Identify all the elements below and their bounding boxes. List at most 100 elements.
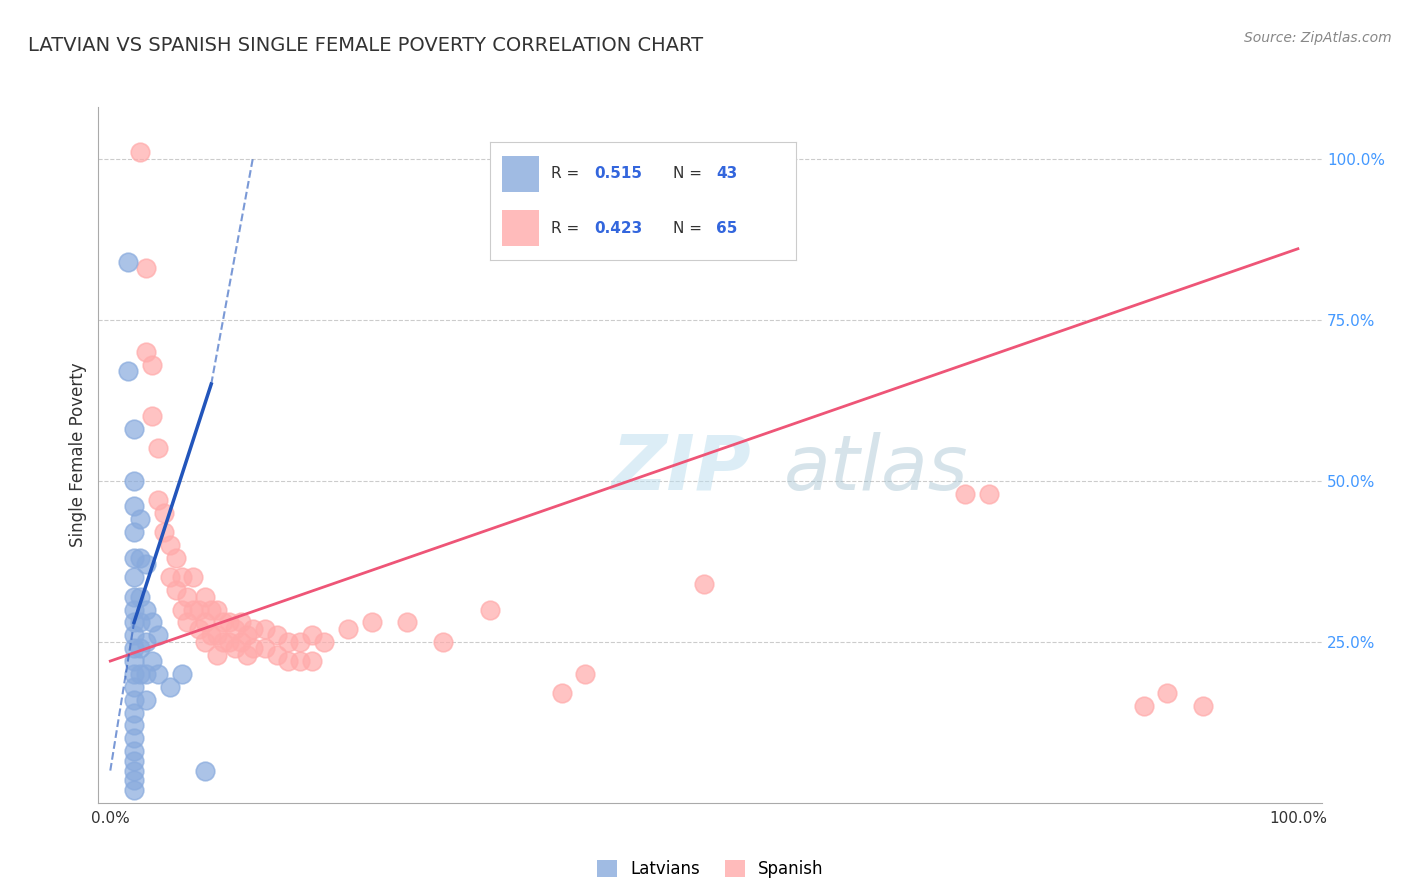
Point	[135, 692, 157, 706]
Text: 43: 43	[716, 166, 737, 181]
Point	[183, 570, 205, 584]
Point	[253, 622, 276, 636]
Point	[122, 680, 145, 694]
Point	[152, 525, 174, 540]
Point	[135, 634, 157, 648]
Point	[122, 667, 145, 681]
Point	[135, 558, 157, 572]
Point	[1156, 686, 1178, 700]
Point	[432, 634, 454, 648]
Point	[301, 628, 323, 642]
Point	[146, 493, 169, 508]
Text: 0.515: 0.515	[593, 166, 641, 181]
Point	[194, 590, 217, 604]
Point	[176, 590, 198, 604]
Point	[170, 667, 193, 681]
Point	[129, 551, 152, 566]
Point	[266, 648, 288, 662]
Point	[152, 506, 174, 520]
Point	[277, 654, 299, 668]
Point	[188, 602, 211, 616]
Point	[146, 667, 169, 681]
Point	[301, 654, 323, 668]
Point	[122, 551, 145, 566]
Point	[129, 667, 152, 681]
Point	[122, 422, 145, 436]
Point	[122, 718, 145, 732]
Point	[122, 764, 145, 778]
Point	[122, 654, 145, 668]
Point	[218, 634, 240, 648]
Point	[122, 744, 145, 758]
Point	[122, 754, 145, 768]
Point	[122, 773, 145, 788]
Point	[242, 622, 264, 636]
Point	[360, 615, 382, 630]
Text: N =: N =	[673, 220, 707, 235]
Point	[277, 634, 299, 648]
Point	[955, 486, 977, 500]
Point	[183, 602, 205, 616]
Point	[146, 442, 169, 456]
Text: R =: R =	[551, 220, 583, 235]
Point	[135, 602, 157, 616]
Point	[122, 731, 145, 746]
Point	[122, 641, 145, 656]
Text: 65: 65	[716, 220, 738, 235]
Point	[205, 648, 228, 662]
Legend: Latvians, Spanish: Latvians, Spanish	[591, 854, 830, 885]
Text: N =: N =	[673, 166, 707, 181]
Point	[212, 634, 235, 648]
Point	[218, 615, 240, 630]
Point	[188, 622, 211, 636]
Point	[122, 590, 145, 604]
Point	[135, 344, 157, 359]
Point	[224, 641, 246, 656]
Point	[200, 602, 222, 616]
Y-axis label: Single Female Poverty: Single Female Poverty	[69, 363, 87, 547]
Point	[135, 261, 157, 276]
Point	[194, 764, 217, 778]
Point	[205, 602, 228, 616]
Point	[159, 680, 181, 694]
Point	[122, 500, 145, 514]
Point	[146, 628, 169, 642]
Text: atlas: atlas	[783, 432, 967, 506]
Point	[550, 686, 572, 700]
Point	[290, 654, 312, 668]
Point	[122, 692, 145, 706]
Point	[122, 474, 145, 488]
Point	[165, 583, 187, 598]
Point	[165, 551, 187, 566]
Point	[122, 525, 145, 540]
Point	[129, 512, 152, 526]
Point	[141, 615, 163, 630]
Bar	[502, 211, 538, 246]
Point	[141, 409, 163, 424]
Point	[266, 628, 288, 642]
Point	[200, 628, 222, 642]
Point	[129, 590, 152, 604]
Point	[253, 641, 276, 656]
Text: R =: R =	[551, 166, 583, 181]
Point	[229, 615, 252, 630]
Point	[141, 358, 163, 372]
Text: ZIP: ZIP	[612, 432, 752, 506]
Point	[159, 570, 181, 584]
Point	[122, 615, 145, 630]
Text: 0.423: 0.423	[593, 220, 643, 235]
Point	[336, 622, 359, 636]
Point	[242, 641, 264, 656]
Point	[1132, 699, 1154, 714]
Point	[170, 570, 193, 584]
Point	[122, 706, 145, 720]
Point	[396, 615, 419, 630]
Point	[290, 634, 312, 648]
Point	[176, 615, 198, 630]
Point	[205, 628, 228, 642]
Point	[194, 615, 217, 630]
Text: LATVIAN VS SPANISH SINGLE FEMALE POVERTY CORRELATION CHART: LATVIAN VS SPANISH SINGLE FEMALE POVERTY…	[28, 36, 703, 54]
Point	[194, 634, 217, 648]
Point	[129, 615, 152, 630]
Point	[574, 667, 596, 681]
